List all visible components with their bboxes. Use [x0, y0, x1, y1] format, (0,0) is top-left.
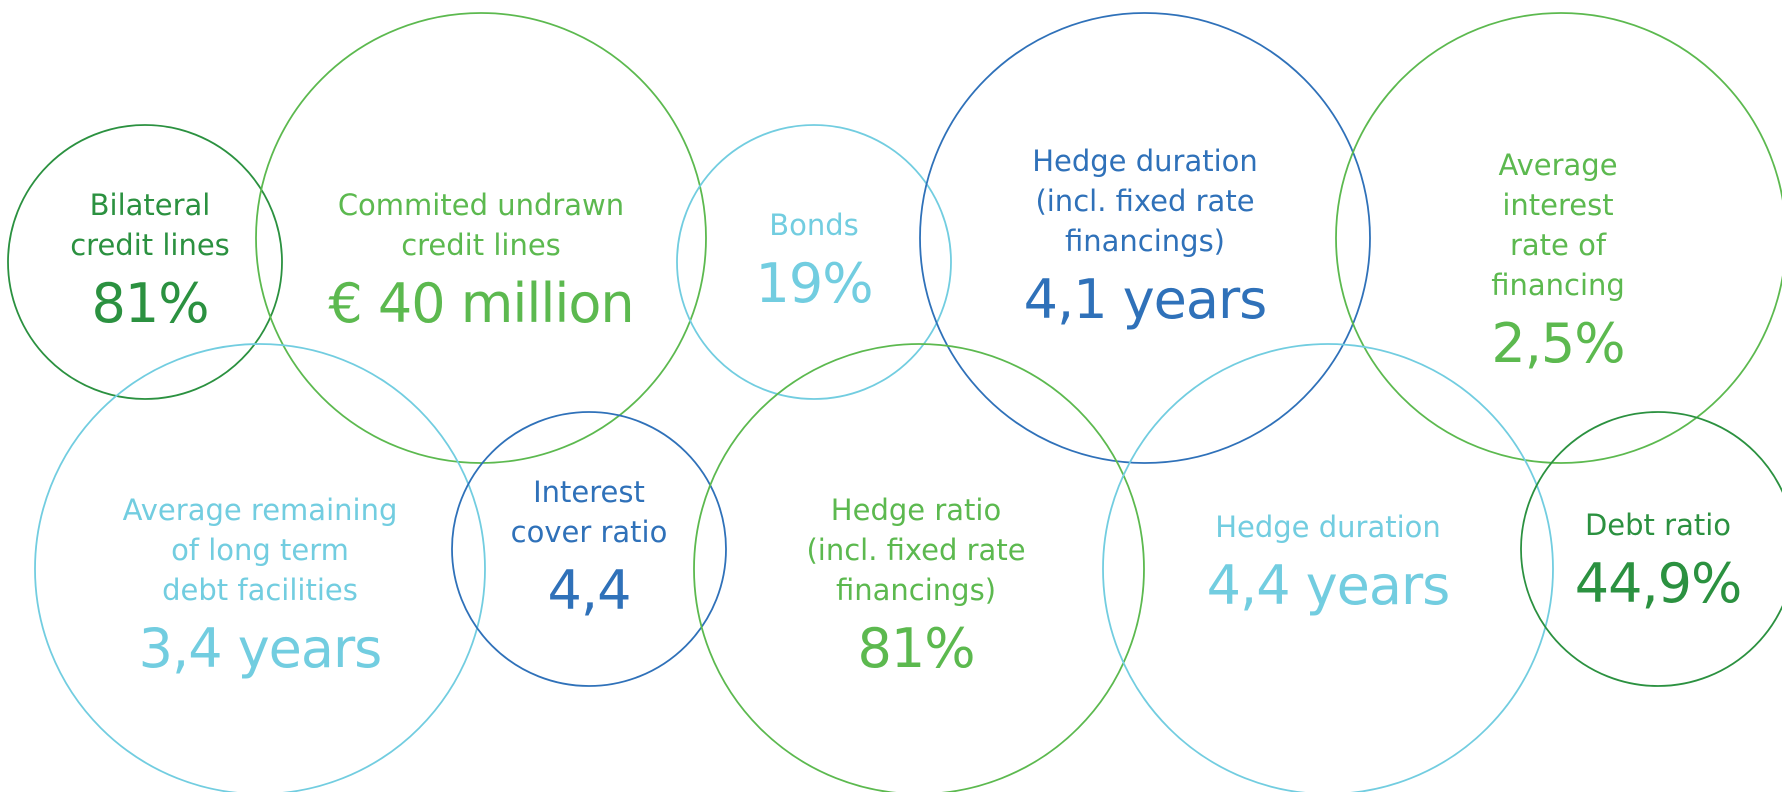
metric-label: Hedge ratio (incl. fixed rate financings…: [806, 493, 1026, 607]
metric-value: 3,4 years: [138, 617, 383, 680]
metric-average-remaining-debt-facilities: Average remaining of long term debt faci…: [123, 490, 398, 684]
metric-average-interest-rate: Average interest rate of financing 2,5%: [1446, 145, 1670, 379]
metric-value: 4,1 years: [1023, 268, 1268, 331]
metric-bonds: Bonds 19%: [755, 205, 873, 319]
metric-debt-ratio: Debt ratio 44,9%: [1574, 505, 1743, 619]
metric-value: 2,5%: [1491, 312, 1625, 375]
metric-value: 19%: [755, 252, 873, 315]
circle-hedge-ratio: [693, 343, 1145, 792]
metric-label: Debt ratio: [1584, 508, 1732, 542]
metric-value: 44,9%: [1574, 552, 1743, 615]
metric-label: Bilateral credit lines: [70, 188, 230, 262]
metric-value: 4,4 years: [1206, 554, 1451, 617]
metric-hedge-duration-fixed-rate: Hedge duration (incl. fixed rate financi…: [1023, 141, 1268, 335]
circle-debt-ratio: [1520, 411, 1782, 687]
circle-average-remaining-debt-facilities: [34, 343, 486, 792]
circle-bonds: [676, 124, 952, 400]
metric-value: € 40 million: [328, 272, 634, 335]
circle-commited-undrawn-credit-lines: [255, 12, 707, 464]
circle-hedge-duration: [1102, 343, 1554, 792]
metric-hedge-duration: Hedge duration 4,4 years: [1206, 507, 1451, 621]
circle-interest-cover-ratio: [451, 411, 727, 687]
metric-label: Interest cover ratio: [510, 475, 668, 549]
metric-label: Average interest rate of financing: [1491, 148, 1625, 302]
metric-label: Hedge duration: [1215, 510, 1441, 544]
metric-value: 81%: [857, 617, 975, 680]
circle-hedge-duration-fixed-rate: [919, 12, 1371, 464]
metric-label: Average remaining of long term debt faci…: [122, 493, 398, 607]
metric-label: Commited undrawn credit lines: [337, 188, 625, 262]
metric-label: Hedge duration (incl. fixed rate financi…: [1032, 144, 1258, 258]
metric-label: Bonds: [769, 208, 859, 242]
metric-commited-undrawn-credit-lines: Commited undrawn credit lines € 40 milli…: [328, 185, 634, 339]
circle-bilateral-credit-lines: [7, 124, 283, 400]
metric-interest-cover-ratio: Interest cover ratio 4,4: [511, 472, 668, 626]
metric-bilateral-credit-lines: Bilateral credit lines 81%: [70, 185, 230, 339]
metric-value: 81%: [91, 272, 209, 335]
metric-value: 4,4: [547, 559, 632, 622]
metric-hedge-ratio: Hedge ratio (incl. fixed rate financings…: [806, 490, 1025, 684]
circle-average-interest-rate: [1335, 12, 1782, 464]
